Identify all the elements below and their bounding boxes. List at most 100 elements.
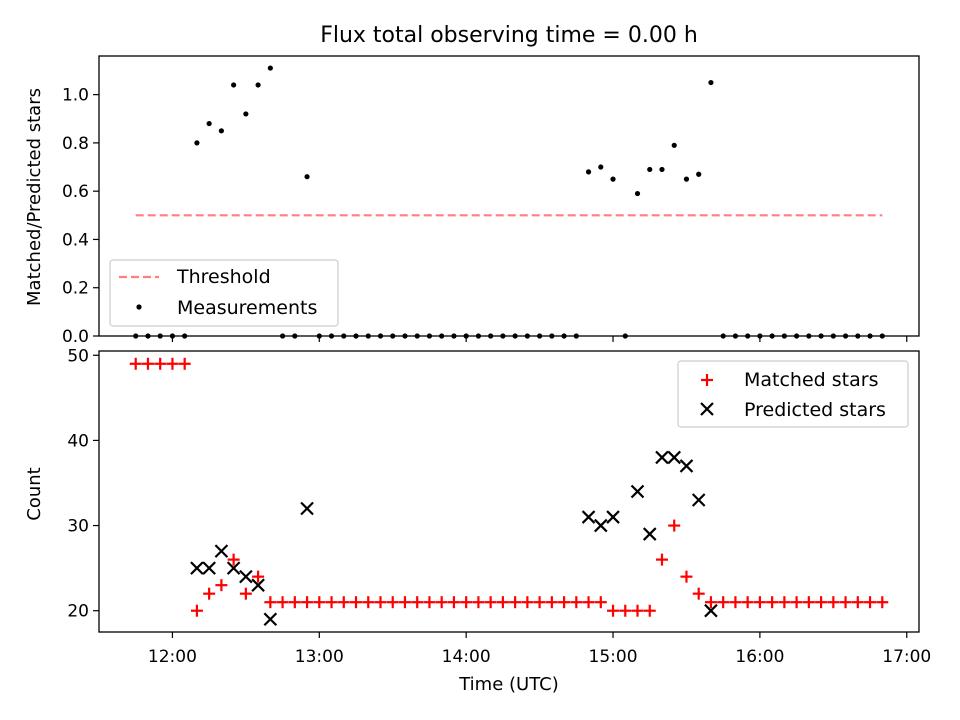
matched-star-point	[644, 605, 656, 617]
measurement-point	[684, 177, 689, 182]
matched-star-point	[680, 571, 692, 583]
measurement-point	[672, 143, 677, 148]
matched-star-point	[215, 579, 227, 591]
matched-star-point	[766, 596, 778, 608]
predicted-star-point	[693, 494, 705, 506]
matched-star-point	[729, 596, 741, 608]
predicted-star-point	[656, 451, 668, 463]
matched-star-point	[876, 596, 888, 608]
matched-star-point	[632, 605, 644, 617]
bottom-legend: Matched stars Predicted stars	[678, 361, 908, 427]
matched-star-point	[142, 358, 154, 370]
matched-star-point	[289, 596, 301, 608]
x-tick-label: 16:00	[735, 647, 784, 667]
matched-star-point	[423, 596, 435, 608]
measurement-point	[708, 80, 713, 85]
matched-star-point	[840, 596, 852, 608]
bottom-y-tick-label: 20	[67, 602, 89, 622]
matched-star-point	[350, 596, 362, 608]
matched-star-point	[154, 358, 166, 370]
measurement-point	[647, 167, 652, 172]
bottom-y-tick-label: 50	[67, 346, 89, 366]
matched-star-point	[448, 596, 460, 608]
top-y-tick-label: 0.2	[62, 279, 89, 299]
measurement-point	[256, 82, 261, 87]
matched-star-point	[399, 596, 411, 608]
matched-star-point	[546, 596, 558, 608]
predicted-star-point	[583, 511, 595, 523]
matched-star-point	[472, 596, 484, 608]
top-y-ticks: 0.00.20.40.60.81.0	[62, 86, 99, 347]
top-panel: Flux total observing time = 0.00 h Match…	[24, 23, 919, 347]
matched-star-point	[240, 588, 252, 600]
matched-star-point	[791, 596, 803, 608]
predicted-star-point	[668, 451, 680, 463]
top-legend: Threshold Measurements	[110, 260, 338, 326]
matched-star-point	[619, 605, 631, 617]
predicted-star-point	[301, 503, 313, 515]
top-y-tick-label: 0.4	[62, 230, 89, 250]
predicted-star-point	[632, 486, 644, 498]
bottom-y-ticks: 20 30 40 50	[67, 346, 99, 621]
matched-star-point	[338, 596, 350, 608]
matched-star-point	[497, 596, 509, 608]
x-tick-label: 12:00	[148, 647, 197, 667]
measurement-point	[231, 82, 236, 87]
predicted-star-point	[607, 511, 619, 523]
matched-star-point	[509, 596, 521, 608]
matched-legend-label: Matched stars	[744, 369, 878, 391]
predicted-star-point	[680, 460, 692, 472]
matched-star-point	[803, 596, 815, 608]
matched-star-point	[362, 596, 374, 608]
matched-star-point	[742, 596, 754, 608]
matched-star-point	[693, 588, 705, 600]
measurement-point	[219, 128, 224, 133]
bottom-y-axis-label: Count	[24, 467, 45, 520]
measurements-legend-label: Measurements	[177, 297, 317, 319]
matched-star-point	[778, 596, 790, 608]
matched-star-point	[301, 596, 313, 608]
matched-star-point	[191, 605, 203, 617]
matched-star-point	[717, 596, 729, 608]
matched-star-point	[668, 520, 680, 532]
bottom-panel: Count Time (UTC) 20 30 40 50 12:00 13:00 14:0…	[24, 346, 931, 695]
measurement-point	[696, 172, 701, 177]
predicted-star-point	[215, 545, 227, 557]
x-tick-label: 17:00	[882, 647, 931, 667]
matched-star-point	[570, 596, 582, 608]
matched-star-point	[852, 596, 864, 608]
matched-star-point	[656, 554, 668, 566]
measurement-point	[659, 167, 664, 172]
measurement-point	[207, 121, 212, 126]
predicted-legend-label: Predicted stars	[744, 399, 886, 421]
top-y-tick-label: 0.6	[62, 182, 89, 202]
bottom-y-tick-label: 30	[67, 517, 89, 537]
x-tick-label: 14:00	[442, 647, 491, 667]
measurement-point	[586, 169, 591, 174]
measurement-point	[598, 164, 603, 169]
matched-star-point	[411, 596, 423, 608]
x-tick-label: 13:00	[295, 647, 344, 667]
measurement-point	[304, 174, 309, 179]
measurement-point	[635, 191, 640, 196]
matched-star-point	[583, 596, 595, 608]
matched-star-point	[166, 358, 178, 370]
matched-star-point	[130, 358, 142, 370]
matched-star-point	[595, 596, 607, 608]
matched-star-point	[815, 596, 827, 608]
matched-star-point	[179, 358, 191, 370]
predicted-star-point	[595, 520, 607, 532]
matched-star-point	[374, 596, 386, 608]
measurements-legend-swatch	[136, 304, 141, 309]
bottom-y-tick-label: 40	[67, 431, 89, 451]
matched-star-point	[558, 596, 570, 608]
matched-star-point	[460, 596, 472, 608]
predicted-star-point	[203, 562, 215, 574]
threshold-legend-label: Threshold	[176, 266, 271, 288]
top-y-axis-label: Matched/Predicted stars	[24, 88, 45, 306]
matched-star-point	[326, 596, 338, 608]
matched-star-point	[313, 596, 325, 608]
predicted-star-point	[264, 613, 276, 625]
matched-star-point	[607, 605, 619, 617]
